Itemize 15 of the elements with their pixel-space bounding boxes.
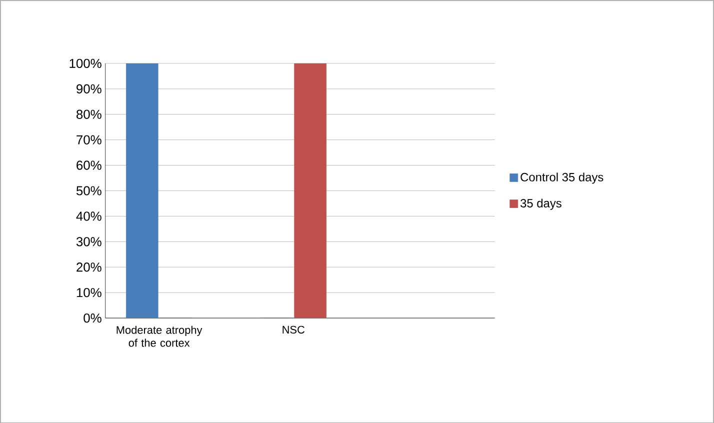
y-tick-label: 0%: [84, 313, 102, 322]
legend-label: 35 days: [520, 198, 562, 210]
legend-label: Control 35 days: [520, 172, 604, 184]
y-tick-label: 70%: [76, 135, 102, 144]
x-tick-label: NSC: [282, 326, 305, 334]
y-tick-label: 30%: [76, 236, 102, 246]
y-tick-label: 20%: [76, 262, 102, 272]
y-tick-label: 10%: [76, 288, 102, 297]
y-tick-label: 90%: [76, 84, 102, 94]
y-tick-label: 60%: [76, 160, 102, 170]
x-tick-label: Moderate atrophy of the cortex: [116, 326, 202, 347]
y-tick-label: 100%: [70, 58, 102, 68]
y-tick-label: 80%: [76, 110, 102, 119]
y-tick-label: 50%: [76, 186, 102, 196]
y-tick-label: 40%: [76, 211, 102, 221]
